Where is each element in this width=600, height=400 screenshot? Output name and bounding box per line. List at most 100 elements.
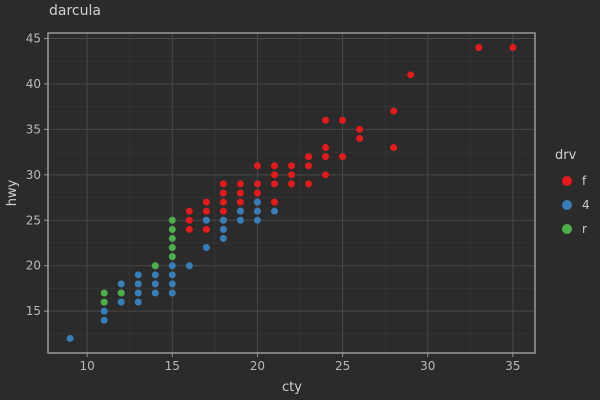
data-point-f — [236, 198, 244, 206]
data-point-4 — [66, 334, 74, 342]
data-point-4 — [134, 271, 142, 279]
data-point-4 — [168, 280, 176, 288]
data-point-4 — [236, 216, 244, 224]
data-point-f — [339, 116, 347, 124]
data-point-f — [288, 180, 295, 188]
data-point-4 — [185, 262, 193, 270]
x-tick-label: 10 — [80, 359, 95, 373]
data-point-r — [100, 289, 108, 297]
legend-label-f: f — [582, 174, 587, 188]
data-point-4 — [151, 280, 159, 288]
legend-key-4 — [562, 200, 572, 210]
data-point-4 — [253, 216, 261, 224]
data-point-f — [253, 180, 261, 188]
data-point-f — [339, 153, 347, 161]
data-point-f — [219, 180, 227, 188]
data-point-4 — [100, 316, 108, 324]
data-point-r — [168, 234, 176, 242]
x-tick-label: 20 — [250, 359, 265, 373]
data-point-f — [305, 162, 313, 170]
data-point-4 — [134, 298, 142, 306]
data-point-f — [390, 107, 398, 115]
data-point-4 — [151, 271, 159, 279]
data-point-4 — [168, 262, 176, 270]
data-point-f — [236, 180, 244, 188]
data-point-f — [356, 134, 364, 142]
data-point-4 — [100, 307, 108, 315]
data-point-f — [270, 171, 278, 179]
data-point-f — [219, 198, 227, 206]
y-tick-label: 20 — [26, 259, 41, 273]
data-point-f — [270, 198, 278, 206]
y-tick-label: 30 — [26, 168, 41, 182]
data-point-4 — [117, 298, 125, 306]
y-tick-label: 35 — [26, 122, 41, 136]
data-point-f — [219, 207, 227, 215]
data-point-f — [509, 44, 517, 52]
legend-key-f — [562, 176, 572, 186]
chart-title: darcula — [49, 3, 101, 19]
data-point-4 — [168, 289, 176, 297]
data-point-r — [168, 225, 176, 233]
legend-label-4: 4 — [582, 198, 590, 212]
data-point-4 — [151, 289, 159, 297]
data-point-f — [305, 180, 313, 188]
data-point-f — [322, 144, 330, 152]
data-point-4 — [219, 216, 227, 224]
data-point-f — [305, 153, 313, 161]
data-point-f — [288, 162, 295, 170]
data-point-4 — [253, 207, 261, 215]
data-point-f — [253, 189, 261, 197]
data-point-f — [356, 125, 364, 133]
x-tick-label: 35 — [505, 359, 520, 373]
data-point-4 — [168, 271, 176, 279]
y-tick-label: 15 — [26, 304, 41, 318]
data-point-4 — [134, 280, 142, 288]
data-point-4 — [219, 234, 227, 242]
data-point-f — [236, 189, 244, 197]
data-point-r — [168, 216, 176, 224]
data-point-f — [390, 144, 398, 152]
x-tick-label: 30 — [420, 359, 435, 373]
data-point-r — [168, 244, 176, 252]
data-point-r — [168, 253, 176, 261]
panel-border — [47, 32, 536, 354]
data-point-f — [202, 207, 210, 215]
data-point-f — [322, 116, 330, 124]
data-point-4 — [236, 207, 244, 215]
legend: drv f 4 r — [555, 148, 590, 236]
data-point-4 — [202, 244, 210, 252]
data-point-f — [202, 225, 210, 233]
data-point-f — [322, 171, 330, 179]
data-point-4 — [270, 207, 278, 215]
data-point-4 — [219, 225, 227, 233]
x-tick-label: 25 — [335, 359, 350, 373]
y-tick-label: 45 — [26, 31, 41, 45]
data-point-f — [253, 162, 261, 170]
data-point-f — [185, 216, 193, 224]
y-axis-title: hwy — [5, 179, 20, 206]
legend-title: drv — [555, 148, 577, 163]
data-point-f — [270, 180, 278, 188]
y-tick-label: 40 — [26, 77, 41, 91]
plot-area: 10 15 20 25 30 35 15 20 25 30 35 40 45 — [26, 31, 536, 373]
data-point-4 — [253, 198, 261, 206]
data-point-f — [219, 189, 227, 197]
data-point-f — [407, 71, 415, 79]
data-point-f — [185, 207, 193, 215]
data-point-r — [117, 289, 125, 297]
data-point-4 — [134, 289, 142, 297]
data-point-f — [475, 44, 483, 52]
data-point-f — [322, 153, 330, 161]
data-point-r — [100, 298, 108, 306]
y-tick-label: 25 — [26, 213, 41, 227]
data-point-f — [185, 225, 193, 233]
data-point-4 — [117, 280, 125, 288]
x-tick-label: 15 — [165, 359, 180, 373]
data-point-4 — [202, 216, 210, 224]
legend-key-r — [562, 224, 572, 234]
data-point-f — [202, 198, 210, 206]
x-axis-title: cty — [282, 380, 302, 395]
legend-label-r: r — [582, 222, 587, 236]
